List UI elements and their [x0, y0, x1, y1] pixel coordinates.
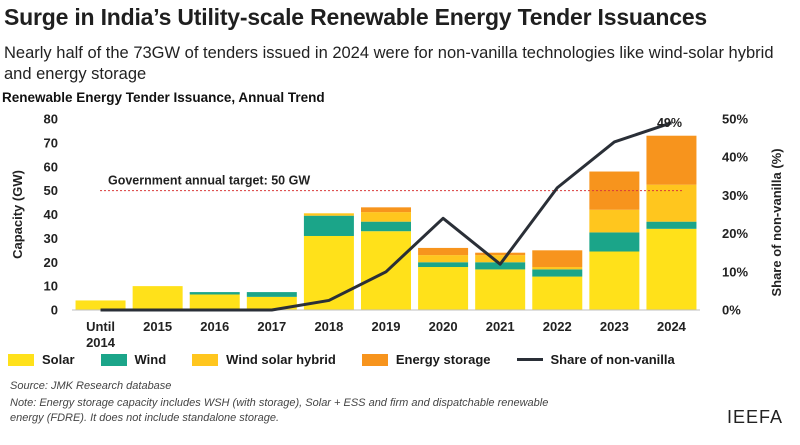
bar-solar-2023: [589, 251, 640, 310]
annotation-49-percent: 49%: [657, 116, 682, 130]
bar-wind-solar-hybrid-2022: [532, 267, 583, 270]
legend-line-share-non-vanilla: [516, 358, 543, 361]
bar-solar-2020: [418, 267, 469, 310]
ieefa-logo: IEEFA: [727, 407, 784, 427]
bar-solar-2018: [303, 235, 354, 310]
legend-label-solar: Solar: [42, 352, 75, 367]
bar-energy-storage-2019: [361, 207, 411, 213]
bar-solar-until-2014: [75, 300, 126, 310]
page-subtitle: Nearly half of the 73GW of tenders issue…: [4, 44, 774, 83]
bar-wind-2024: [646, 221, 697, 229]
bar-wind-solar-hybrid-2019: [361, 212, 411, 222]
legend-label-wind-solar-hybrid: Wind solar hybrid: [226, 352, 336, 367]
y-tick-label: 50: [44, 183, 58, 198]
x-tick-label: Until: [86, 319, 115, 334]
y-tick-label: 70: [44, 135, 58, 150]
legend-swatch-solar: [8, 353, 34, 366]
legend-swatch-wind-solar-hybrid: [192, 353, 219, 366]
source-text: Source: JMK Research database: [10, 380, 172, 392]
y-tick-label: 10: [44, 279, 58, 294]
x-tick-label: 2017: [257, 319, 286, 334]
bar-solar-2024: [646, 228, 697, 310]
legend-item-energy-storage: Energy storage: [361, 352, 491, 367]
x-tick-label: 2016: [200, 319, 229, 334]
y-tick-label: 0: [51, 303, 58, 318]
x-tick-label: 2020: [429, 319, 458, 334]
y2-tick-label: 10%: [722, 264, 748, 279]
legend-swatch-energy-storage: [361, 353, 388, 366]
y2-tick-label: 50%: [722, 112, 748, 127]
legend-item-wind: Wind: [100, 352, 167, 367]
y-tick-label: 40: [44, 207, 58, 222]
share-non-vanilla-line: [100, 121, 672, 312]
legend-item-solar: Solar: [8, 352, 75, 367]
bar-wind-2023: [589, 232, 640, 252]
bar-solar-2022: [532, 276, 583, 310]
y-tick-label: 80: [44, 112, 58, 127]
bar-solar-2021: [475, 269, 526, 310]
legend-item-share-non-vanilla: Share of non-vanilla: [516, 352, 675, 367]
legend-label-share-non-vanilla: Share of non-vanilla: [550, 352, 675, 367]
bar-wind-2018: [303, 215, 354, 236]
legend-swatch-wind: [100, 353, 127, 366]
bar-wind-2021: [475, 262, 526, 270]
bar-wind-2016: [189, 292, 240, 295]
bar-wind-2017: [246, 292, 297, 297]
x-tick-label: 2015: [143, 319, 172, 334]
legend-item-wind-solar-hybrid: Wind solar hybrid: [192, 352, 336, 367]
y-tick-label: 30: [44, 231, 58, 246]
bar-wind-solar-hybrid-2021: [475, 255, 526, 263]
target-label: Government annual target: 50 GW: [108, 174, 310, 188]
x-tick-label: 2023: [600, 319, 629, 334]
bar-wind-solar-hybrid-2024: [646, 184, 697, 222]
y2-tick-label: 30%: [722, 188, 748, 203]
bar-energy-storage-2022: [532, 250, 583, 268]
y2-tick-label: 40%: [722, 150, 748, 165]
bar-energy-storage-2021: [475, 252, 526, 256]
bar-solar-2015: [132, 286, 183, 310]
bar-wind-2022: [532, 269, 583, 277]
bar-energy-storage-2024: [646, 135, 697, 185]
bar-solar-2016: [189, 294, 240, 310]
note-text: Note: Energy storage capacity includes W…: [10, 397, 549, 424]
bar-wind-solar-hybrid-2020: [418, 255, 469, 263]
x-tick-label: 2019: [372, 319, 401, 334]
x-tick-label: 2022: [543, 319, 572, 334]
y-tick-label: 20: [44, 255, 58, 270]
bar-energy-storage-2020: [418, 247, 469, 256]
y2-tick-label: 0%: [722, 303, 741, 318]
y2-tick-label: 20%: [722, 226, 748, 241]
bar-wind-solar-hybrid-2018: [303, 213, 354, 216]
legend-label-energy-storage: Energy storage: [395, 352, 491, 367]
legend-label-wind: Wind: [134, 352, 167, 367]
bar-wind-2020: [418, 262, 469, 268]
y-tick-label: 60: [44, 159, 58, 174]
x-tick-label: 2014: [86, 335, 116, 350]
y-axis-title: Capacity (GW): [10, 170, 25, 259]
x-tick-label: 2024: [657, 319, 687, 334]
bar-wind-2019: [361, 221, 411, 232]
bar-wind-solar-hybrid-2023: [589, 209, 640, 233]
x-tick-label: 2021: [486, 319, 515, 334]
chart-legend: Solar Wind Wind solar hybrid Energy stor…: [8, 352, 701, 367]
chart-title: Renewable Energy Tender Issuance, Annual…: [2, 90, 325, 105]
page-title: Surge in India’s Utility-scale Renewable…: [4, 4, 707, 30]
y2-axis-title: Share of non-vanilla (%): [769, 148, 784, 296]
x-tick-label: 2018: [314, 319, 343, 334]
